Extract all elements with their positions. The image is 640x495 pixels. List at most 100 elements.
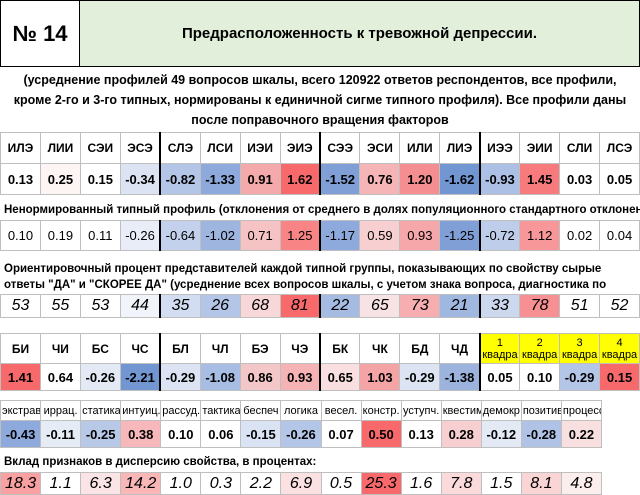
trait-value: 0.38 xyxy=(120,420,162,448)
type-value: 0.03 xyxy=(559,163,601,195)
trait-value: -0.25 xyxy=(80,420,122,448)
type-value: 0.15 xyxy=(79,163,121,195)
unnormalized-value: -0.64 xyxy=(159,220,201,251)
type-label: СЛЭ xyxy=(159,132,201,164)
dichotomy-value: -2.21 xyxy=(119,363,161,391)
type-label: ЛСИ xyxy=(199,132,241,164)
quadra-number: 2 xyxy=(536,336,543,349)
trait-label: рассуд. xyxy=(160,400,202,421)
dichotomy-label: БИ xyxy=(0,333,41,364)
dichotomies-value-row: 1.41 0.64 -0.26 -2.21 -0.29 -1.08 0.86 0.93 0.65… xyxy=(0,363,640,391)
percent-table: 53 55 53 44 35 26 68 81 22 65 73 21 33 78 51 52 xyxy=(0,294,640,318)
variance-value: 1.6 xyxy=(400,472,442,495)
type-label: СЭЭ xyxy=(319,132,361,164)
percent-value-row: 53 55 53 44 35 26 68 81 22 65 73 21 33 78 51 52 xyxy=(0,294,640,318)
dichotomy-value: -1.08 xyxy=(199,363,241,391)
quadra-word: квадра xyxy=(601,348,638,361)
type-label: ИЛЭ xyxy=(0,132,41,164)
trait-label: весел. xyxy=(320,400,362,421)
dichotomy-label: БК xyxy=(319,333,361,364)
dichotomies-label-row: БИ ЧИ БС ЧС БЛ ЧЛ БЭ ЧЭ БК ЧК БД ЧД 1 квадра 2 квадра 3 к… xyxy=(0,333,640,364)
type-label: ЛИЭ xyxy=(439,132,481,164)
quadra-word: квадра xyxy=(522,348,558,361)
quadra-label: 1 квадра xyxy=(478,333,521,364)
dichotomy-value: 0.86 xyxy=(239,363,281,391)
trait-value: -0.26 xyxy=(280,420,322,448)
dichotomy-value: -0.29 xyxy=(399,363,441,391)
trait-label: экстрав xyxy=(0,400,42,421)
dichotomy-value: -0.29 xyxy=(159,363,201,391)
type-label: ЭСЭ xyxy=(119,132,161,164)
types-label-row: ИЛЭ ЛИИ СЭИ ЭСЭ СЛЭ ЛСИ ИЭИ ЭИЭ СЭЭ ЭСИ ИЛИ ЛИЭ ИЭЭ Э… xyxy=(0,132,640,164)
type-value: 1.62 xyxy=(279,163,321,195)
type-value: 0.91 xyxy=(239,163,281,195)
percent-value: 21 xyxy=(439,294,481,318)
type-value: 1.20 xyxy=(399,163,441,195)
trait-value: -0.15 xyxy=(240,420,282,448)
variance-value: 1.1 xyxy=(40,472,82,495)
unnormalized-value: 0.11 xyxy=(79,220,121,251)
percent-value: 53 xyxy=(0,294,41,318)
variance-value: 25.3 xyxy=(360,472,402,495)
type-value: -0.82 xyxy=(159,163,201,195)
type-label: ИЛИ xyxy=(399,132,441,164)
quadra-value: 0.15 xyxy=(599,363,640,391)
variance-value-row: 18.3 1.1 6.3 14.2 1.0 0.3 2.2 6.9 0.5 25.3 1.6 7.8 1… xyxy=(0,472,603,495)
variance-value: 1.5 xyxy=(480,472,522,495)
quadra-number: 4 xyxy=(616,336,623,349)
unnormalized-value: 0.10 xyxy=(0,220,41,251)
variance-value: 0.5 xyxy=(320,472,362,495)
dichotomy-label: ЧС xyxy=(119,333,161,364)
percent-value: 73 xyxy=(399,294,441,318)
percent-value: 68 xyxy=(239,294,281,318)
variance-value: 7.8 xyxy=(440,472,482,495)
unnormalized-table: 0.10 0.19 0.11 -0.26 -0.64 -1.02 0.71 1.25 -1.17… xyxy=(0,220,640,251)
trait-label: иррац. xyxy=(40,400,82,421)
trait-label: тактика xyxy=(200,400,242,421)
dichotomy-label: ЧИ xyxy=(39,333,81,364)
percent-value: 53 xyxy=(79,294,121,318)
percent-value: 26 xyxy=(199,294,241,318)
trait-label: позитив xyxy=(520,400,562,421)
unnormalized-value: 1.25 xyxy=(279,220,321,251)
unnormalized-value: -1.02 xyxy=(199,220,241,251)
trait-value: 0.06 xyxy=(200,420,242,448)
trait-label: статика xyxy=(80,400,122,421)
type-label: ЭИИ xyxy=(519,132,561,164)
dichotomy-label: БЛ xyxy=(159,333,201,364)
variance-value: 6.3 xyxy=(80,472,122,495)
trait-label: интуиц. xyxy=(120,400,162,421)
types-value-row: 0.13 0.25 0.15 -0.34 -0.82 -1.33 0.91 1.62 -1.52… xyxy=(0,163,640,195)
scale-title: Предрасположенность к тревожной депресси… xyxy=(80,0,640,67)
type-label: ЭСИ xyxy=(359,132,401,164)
unnormalized-value: 0.04 xyxy=(599,220,640,251)
variance-value: 2.2 xyxy=(240,472,282,495)
dichotomy-label: БД xyxy=(399,333,441,364)
percent-value: 52 xyxy=(599,294,640,318)
percent-value: 65 xyxy=(359,294,401,318)
percent-value: 81 xyxy=(279,294,321,318)
dichotomy-value: -0.26 xyxy=(79,363,121,391)
variance-value: 6.9 xyxy=(280,472,322,495)
unnormalized-value: -0.26 xyxy=(119,220,161,251)
trait-value: -0.28 xyxy=(520,420,562,448)
type-value: 0.25 xyxy=(39,163,81,195)
dichotomy-value: 0.64 xyxy=(39,363,81,391)
percent-value: 33 xyxy=(478,294,521,318)
trait-label: констр. xyxy=(360,400,402,421)
percent-value: 51 xyxy=(559,294,601,318)
trait-value: 0.07 xyxy=(320,420,362,448)
type-value: 0.13 xyxy=(0,163,41,195)
dichotomy-label: БС xyxy=(79,333,121,364)
unnormalized-value: -1.17 xyxy=(319,220,361,251)
dichotomy-value: 1.41 xyxy=(0,363,41,391)
trait-value: -0.11 xyxy=(40,420,82,448)
quadra-word: квадра xyxy=(561,348,598,361)
unnormalized-value: -0.72 xyxy=(478,220,521,251)
quadra-number: 3 xyxy=(576,336,583,349)
trait-value: 0.50 xyxy=(360,420,402,448)
variance-value: 0.3 xyxy=(200,472,242,495)
unnormalized-value: -1.25 xyxy=(439,220,481,251)
type-value: -0.93 xyxy=(478,163,521,195)
type-label: СЭИ xyxy=(79,132,121,164)
